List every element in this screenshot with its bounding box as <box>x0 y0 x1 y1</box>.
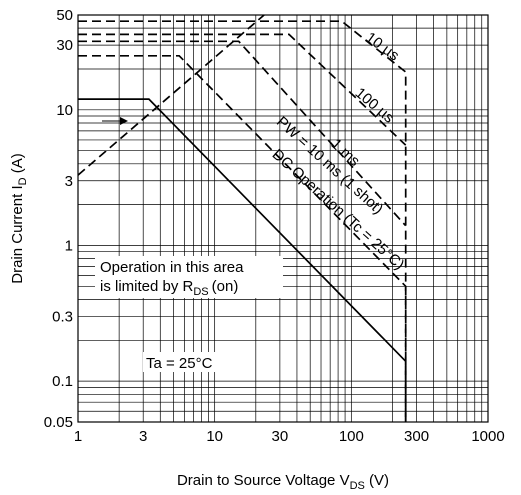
x-tick-label: 100 <box>339 428 364 445</box>
y-tick-label: 0.1 <box>52 373 73 390</box>
label-10us: 10 µs <box>362 29 402 65</box>
y-axis-label: Drain Current ID (A) <box>9 153 29 284</box>
ta-note-background <box>143 352 235 372</box>
rds-limit-note-line1: Operation in this area <box>100 259 244 276</box>
x-tick-label: 10 <box>206 428 223 445</box>
y-tick-label: 3 <box>65 173 73 190</box>
series-lines <box>77 14 407 422</box>
y-tick-label: 1 <box>65 237 73 254</box>
x-axis-label: Drain to Source Voltage VDS (V) <box>177 472 389 492</box>
rds-limit-note-line2: is limited by RDS (on) <box>100 278 238 298</box>
y-tick-label: 10 <box>56 102 73 119</box>
rds-note-background <box>95 256 283 298</box>
series-line-2 <box>78 40 407 227</box>
y-tick-label: 0.05 <box>44 414 73 431</box>
x-tick-label: 1000 <box>471 428 504 445</box>
x-tick-label: 300 <box>404 428 429 445</box>
y-tick-label: 0.3 <box>52 308 73 325</box>
y-tick-label: 30 <box>56 37 73 54</box>
rds-arrowhead <box>120 117 128 125</box>
x-tick-label: 3 <box>139 428 147 445</box>
x-tick-label: 30 <box>272 428 289 445</box>
series-line-4 <box>78 20 407 422</box>
series-line-1 <box>78 54 407 422</box>
y-tick-label: 50 <box>56 7 73 24</box>
tick-labels: 1 3 10 30 100 300 1000 0.05 0.1 0.3 1 3 10 30 50 <box>44 7 505 445</box>
x-tick-label: 1 <box>74 428 82 445</box>
series-line-5 <box>77 14 265 176</box>
grid <box>78 15 488 422</box>
series-line-3 <box>78 33 407 146</box>
plot-frame <box>77 14 489 423</box>
label-100us: 100 µs <box>352 84 398 126</box>
ambient-temp-note: Ta = 25°C <box>146 355 213 372</box>
